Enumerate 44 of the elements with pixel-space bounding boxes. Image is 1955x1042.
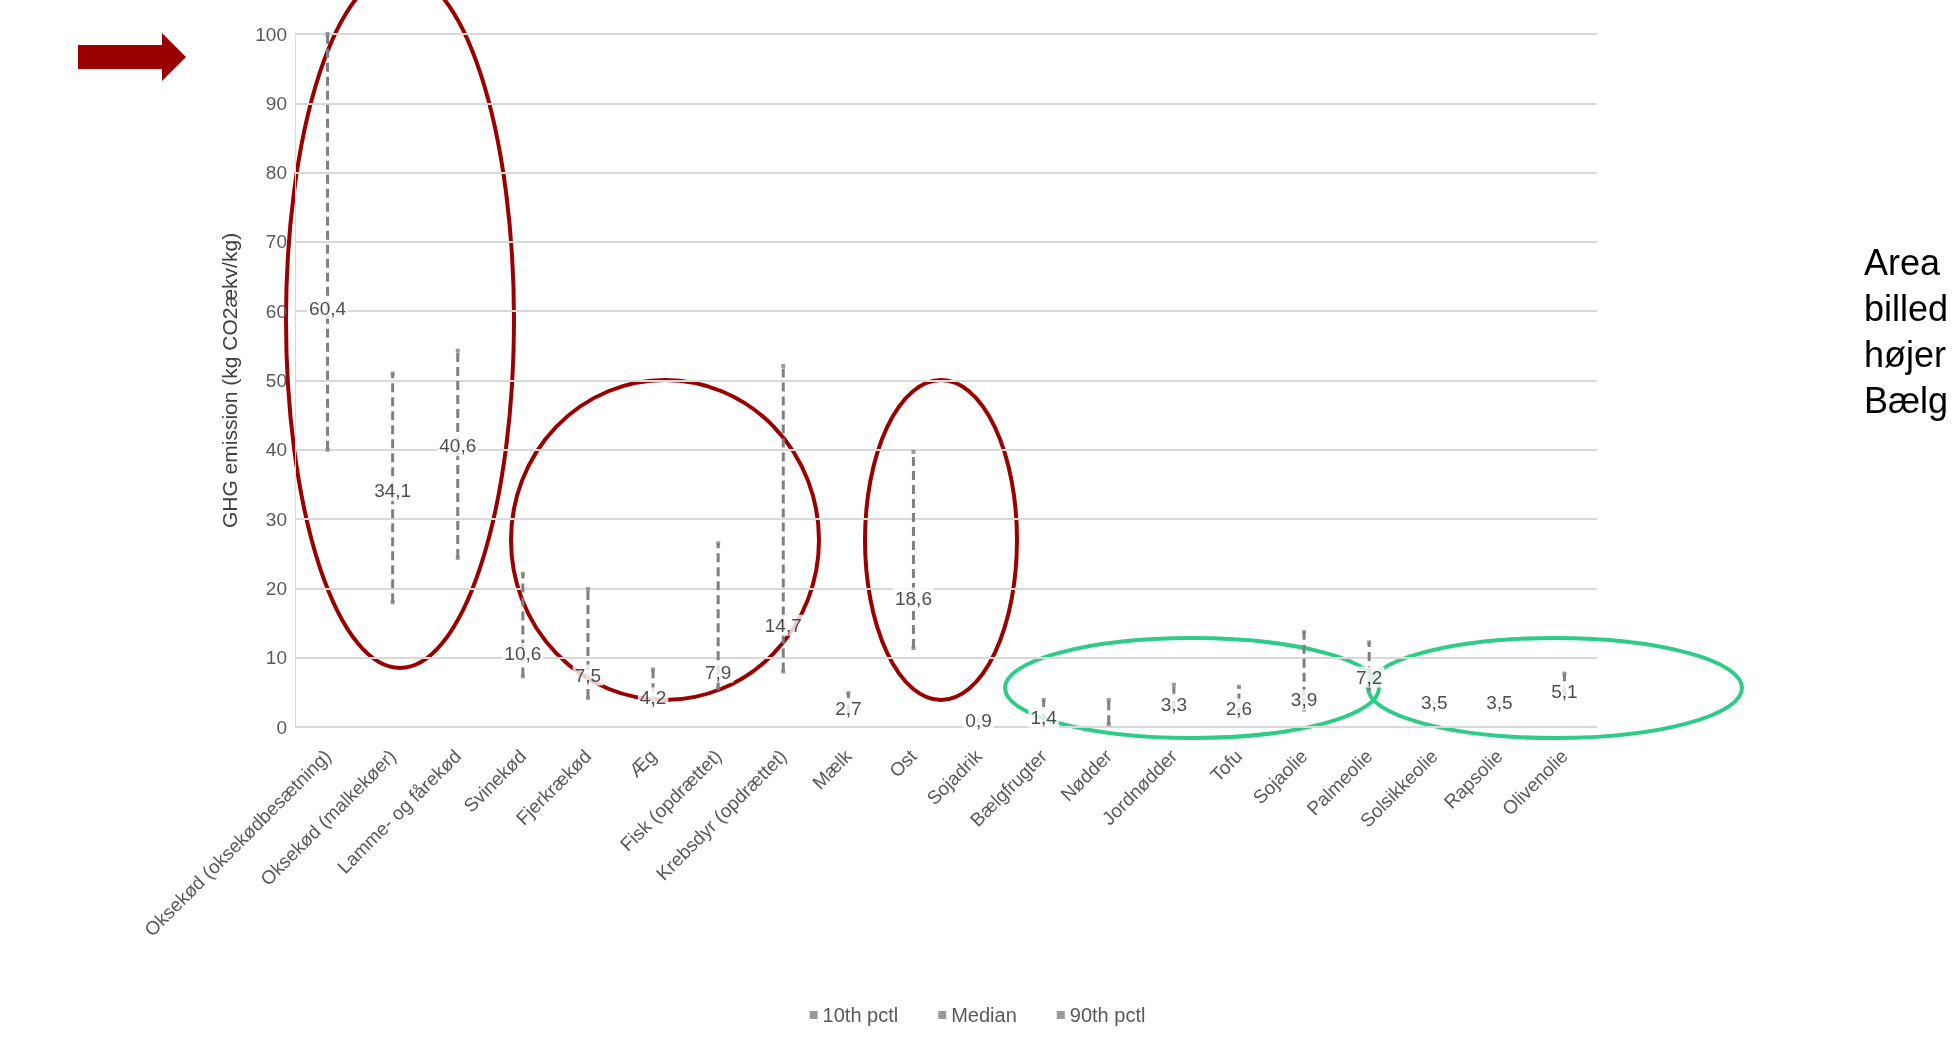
- point: [390, 600, 395, 605]
- y-tick-label: 20: [265, 577, 287, 599]
- point: [1302, 630, 1307, 635]
- point: [585, 695, 590, 700]
- point: [1041, 697, 1046, 702]
- point: [520, 674, 525, 679]
- point: [1367, 640, 1372, 645]
- y-tick-label: 0: [276, 716, 287, 738]
- point: [1106, 697, 1111, 702]
- point: [716, 686, 721, 691]
- y-tick-label: 90: [265, 92, 287, 114]
- y-tick-label: 70: [265, 231, 287, 253]
- point: [1562, 671, 1567, 676]
- data-label: 3,5: [1486, 692, 1513, 714]
- x-tick-label: Tofu: [1206, 745, 1247, 786]
- y-tick-label: 80: [265, 162, 287, 184]
- point: [390, 371, 395, 376]
- point: [585, 587, 590, 592]
- point: [651, 667, 656, 672]
- legend-label: Median: [951, 1004, 1017, 1026]
- y-tick-label: 100: [255, 23, 287, 45]
- y-tick-label: 40: [265, 439, 287, 461]
- text: Area billed højer Bælg: [1864, 241, 1950, 423]
- point: [1236, 684, 1241, 689]
- point: [1106, 722, 1111, 727]
- point: [1171, 682, 1176, 687]
- point: [911, 646, 916, 650]
- y-axis-title: GHG emission (kg CO2ækv/kg): [218, 232, 241, 529]
- point: [846, 691, 851, 696]
- point: [325, 32, 330, 36]
- data-label: 3,5: [1421, 692, 1448, 714]
- x-tick-label: Ost: [885, 745, 922, 782]
- point: [716, 541, 721, 546]
- y-tick-label: 30: [265, 508, 287, 530]
- point: [455, 555, 460, 560]
- point: [325, 447, 330, 452]
- point: [455, 348, 460, 353]
- legend-label: 90th pctl: [1069, 1004, 1146, 1026]
- point: [911, 449, 916, 454]
- point: [781, 363, 786, 368]
- point: [781, 669, 786, 674]
- point: [520, 571, 525, 576]
- legend-label: 10th pctl: [822, 1004, 899, 1026]
- y-tick-label: 10: [265, 647, 287, 669]
